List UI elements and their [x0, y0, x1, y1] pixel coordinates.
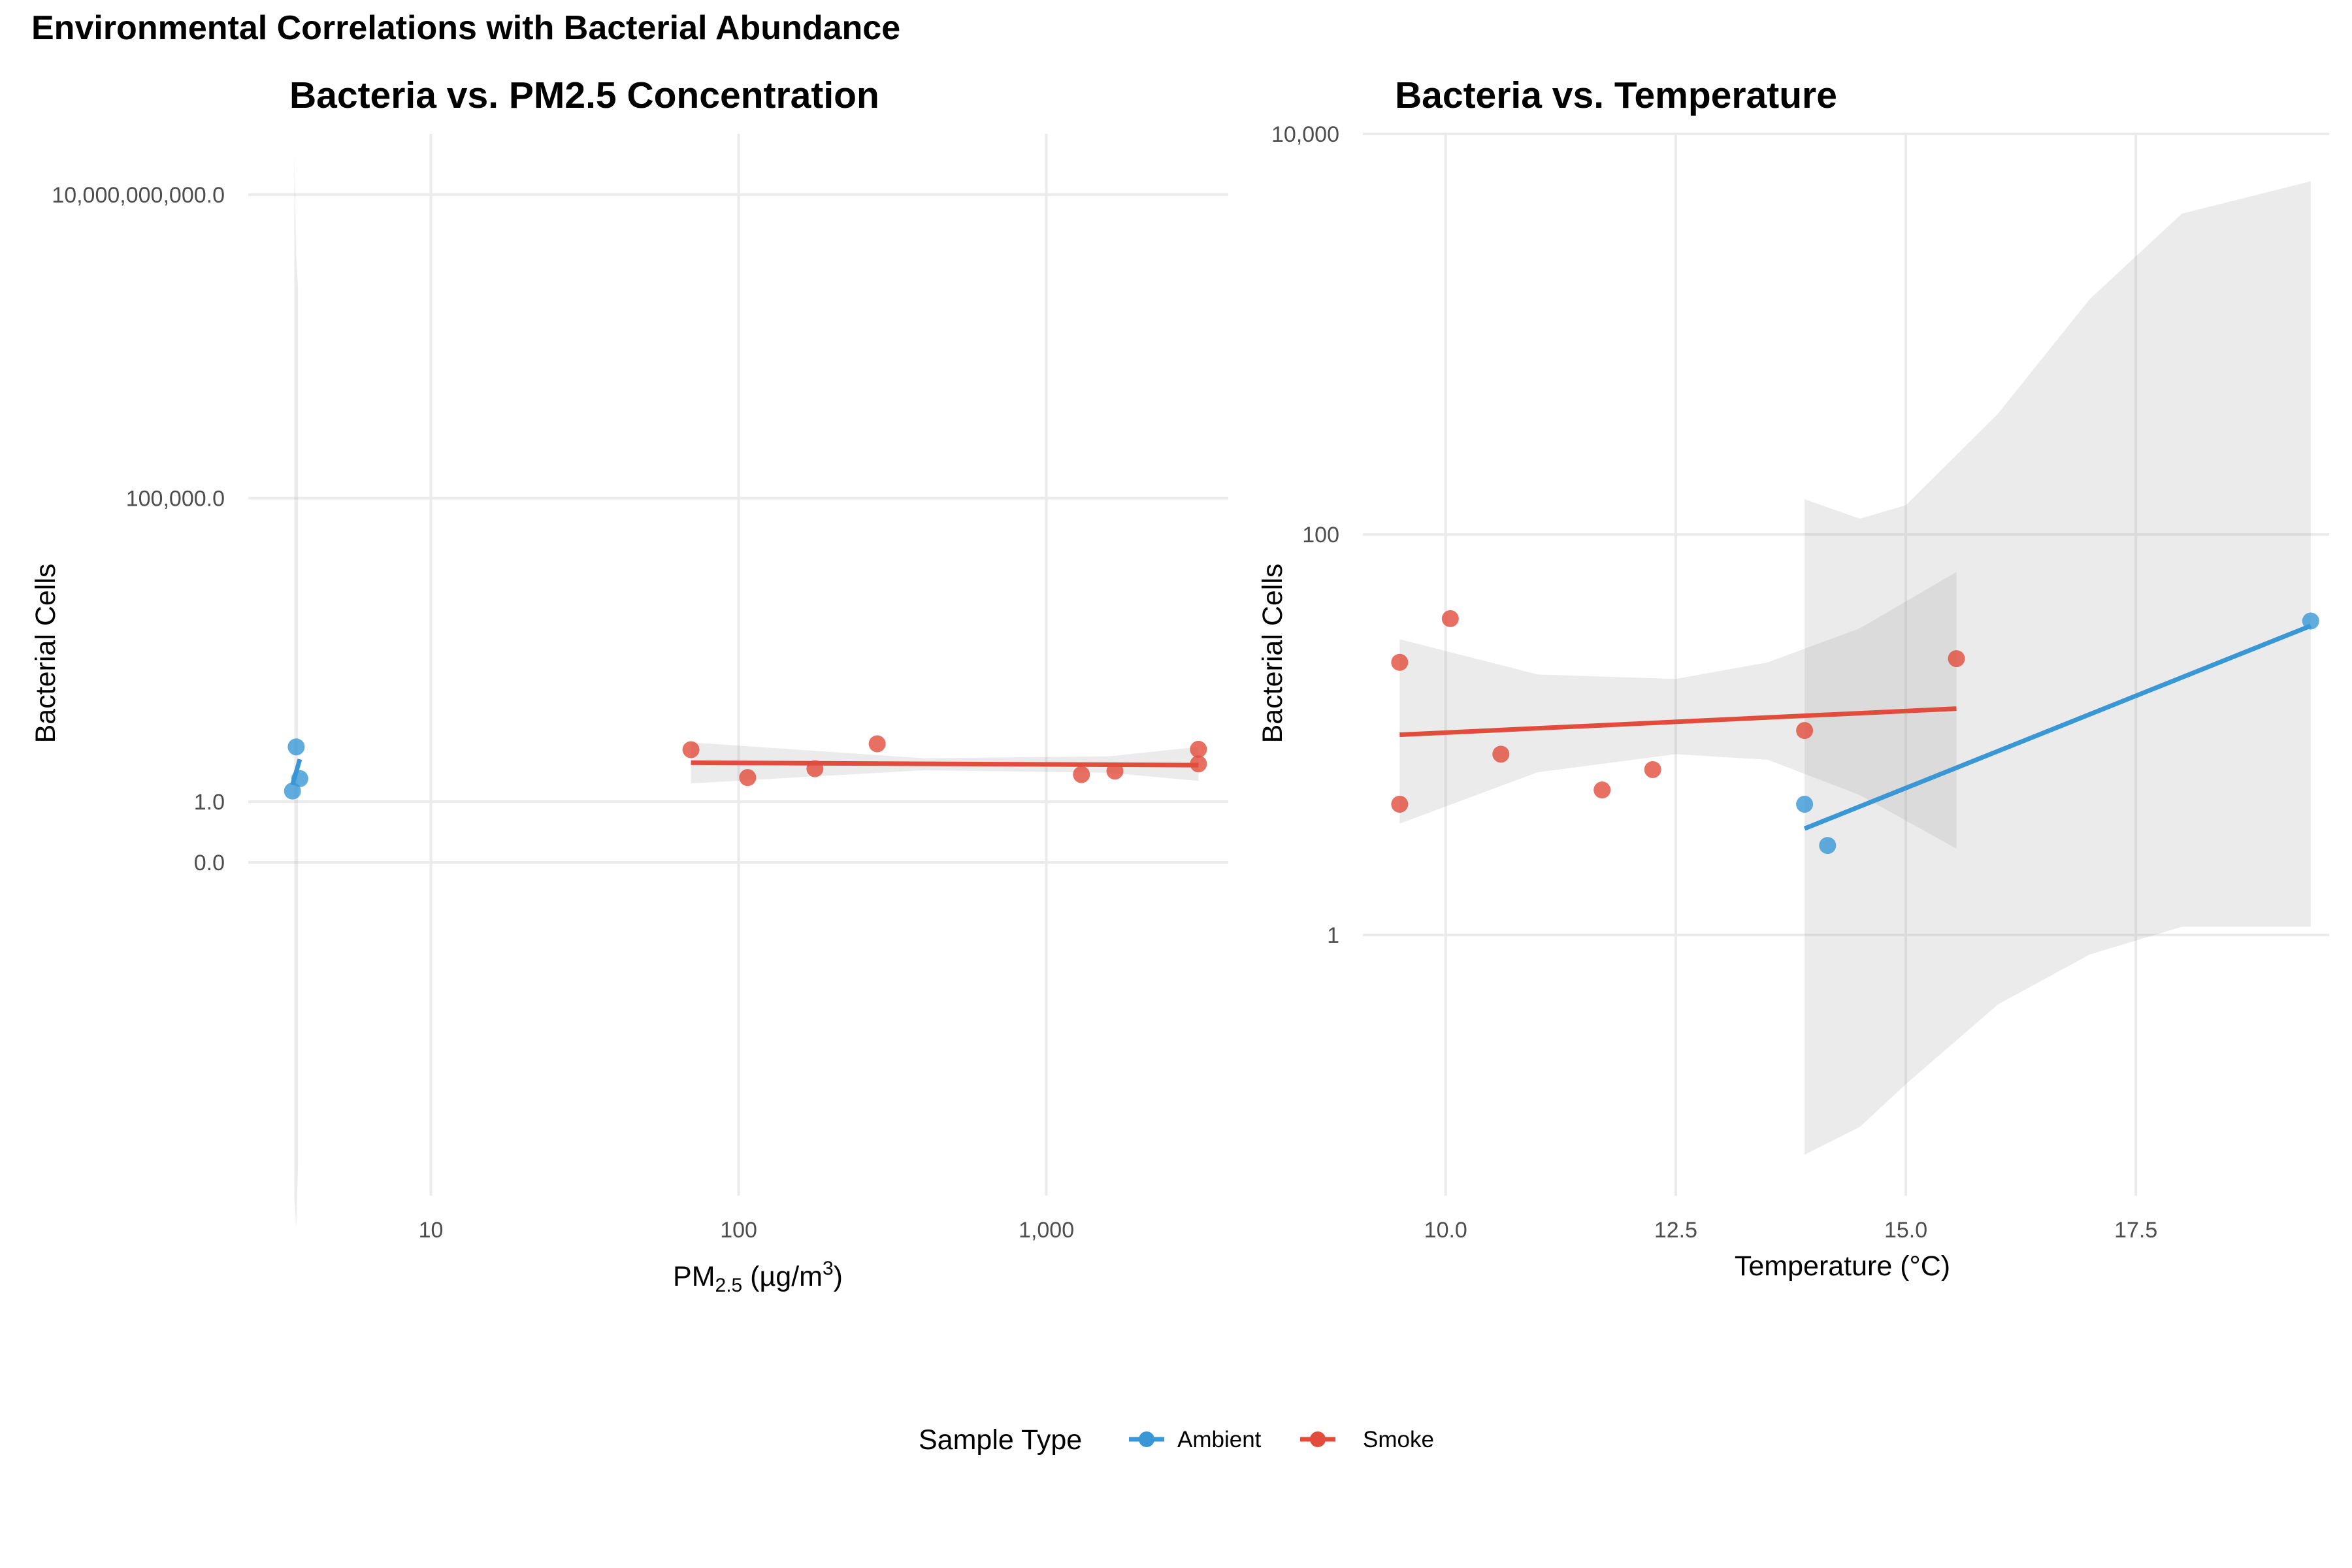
pm25-smoke-point	[682, 741, 700, 759]
pm25-smoke-point	[1073, 766, 1090, 783]
pm25-y-tick-label: 100,000.0	[126, 487, 225, 512]
temperature-ambient-point	[1819, 837, 1837, 855]
pm25-smoke-point	[1190, 740, 1207, 758]
temperature-smoke-point	[1593, 781, 1611, 799]
temperature-ambient-confidence-band	[1805, 181, 2311, 1155]
temperature-panel: Bacteria vs. Temperature 1 100 10,000 10.0…	[1257, 74, 2329, 1282]
legend-smoke-label: Smoke	[1363, 1427, 1434, 1452]
pm25-x-label-close: )	[834, 1261, 843, 1292]
pm25-smoke-point	[739, 769, 757, 787]
pm25-smoke-fit-line	[691, 760, 1199, 768]
pm25-x-label-subscript: 2.5	[715, 1275, 743, 1296]
pm25-ambient-point	[284, 782, 301, 800]
pm25-smoke-point	[868, 735, 886, 753]
temperature-x-tick-label: 10.0	[1424, 1218, 1467, 1243]
pm25-panel-title: Bacteria vs. PM2.5 Concentration	[289, 74, 879, 116]
temperature-panel-title: Bacteria vs. Temperature	[1395, 74, 1837, 116]
legend-ambient-marker	[1139, 1431, 1154, 1447]
pm25-x-tick-label: 10	[419, 1218, 444, 1243]
pm25-gridlines	[248, 134, 1228, 1196]
temperature-gridlines	[1363, 133, 2329, 1196]
pm25-smoke-point	[806, 760, 824, 777]
legend-item-ambient: Ambient	[1129, 1427, 1262, 1452]
legend-smoke-marker	[1310, 1431, 1326, 1447]
temperature-x-tick-labels: 10.0 12.5 15.0 17.5	[1424, 1218, 2158, 1243]
legend-item-smoke: Smoke	[1300, 1427, 1434, 1452]
temperature-smoke-fit-line	[1399, 706, 1957, 738]
pm25-x-tick-label: 1,000	[1019, 1218, 1074, 1243]
pm25-y-tick-label: 10,000,000,000.0	[52, 183, 225, 208]
temperature-y-tick-label: 10,000	[1271, 122, 1339, 147]
temperature-fit-lines	[1399, 623, 2312, 831]
pm25-y-tick-label: 0.0	[194, 851, 225, 875]
temperature-y-tick-label: 1	[1327, 923, 1339, 948]
pm25-ambient-point	[291, 770, 308, 787]
pm25-x-label-superscript: 3	[823, 1258, 834, 1279]
temperature-smoke-point	[1796, 722, 1814, 740]
pm25-ambient-point	[287, 738, 305, 756]
pm25-x-label-main: PM	[673, 1261, 715, 1292]
pm25-x-label-unit: (µg/m	[742, 1261, 823, 1292]
legend-ambient-label: Ambient	[1177, 1427, 1262, 1452]
temperature-y-tick-labels: 1 100 10,000	[1271, 122, 1339, 948]
temperature-smoke-point	[1391, 795, 1409, 813]
temperature-confidence-bands	[1399, 181, 2311, 1155]
temperature-x-axis-label: Temperature (°C)	[1735, 1250, 1950, 1282]
pm25-y-axis-label: Bacterial Cells	[30, 564, 61, 743]
legend: Sample Type Ambient Smoke	[919, 1424, 1434, 1456]
pm25-y-tick-label: 1.0	[194, 790, 225, 815]
temperature-smoke-point	[1644, 760, 1661, 778]
pm25-y-tick-labels: 0.0 1.0 100,000.0 10,000,000,000.0	[52, 183, 225, 875]
temperature-ambient-point	[2302, 612, 2319, 630]
pm25-panel: Bacteria vs. PM2.5 Concentration 0.0 1.0 1…	[30, 74, 1228, 1296]
pm25-x-axis-label: PM2.5 (µg/m3)	[673, 1258, 843, 1296]
pm25-ambient-confidence-band	[294, 152, 299, 1227]
temperature-smoke-confidence-band	[1399, 572, 1957, 849]
temperature-x-tick-label: 12.5	[1654, 1218, 1697, 1243]
temperature-ambient-fit-line	[1803, 623, 2312, 831]
temperature-ambient-point	[1796, 795, 1814, 813]
temperature-x-tick-label: 17.5	[2114, 1218, 2157, 1243]
temperature-smoke-point	[1391, 653, 1409, 671]
pm25-points	[284, 735, 1207, 800]
temperature-y-tick-label: 100	[1302, 523, 1339, 547]
figure-title: Environmental Correlations with Bacteria…	[31, 9, 900, 47]
pm25-smoke-point	[1190, 755, 1207, 773]
pm25-x-tick-labels: 10 100 1,000	[419, 1218, 1075, 1243]
pm25-smoke-point	[1106, 762, 1124, 780]
temperature-points	[1391, 610, 2319, 855]
temperature-smoke-point	[1441, 610, 1459, 627]
legend-title: Sample Type	[919, 1424, 1082, 1456]
temperature-y-axis-label: Bacterial Cells	[1257, 564, 1288, 743]
temperature-x-tick-label: 15.0	[1884, 1218, 1927, 1243]
temperature-smoke-point	[1948, 650, 1965, 668]
pm25-x-tick-label: 100	[720, 1218, 757, 1243]
temperature-smoke-point	[1492, 745, 1510, 763]
